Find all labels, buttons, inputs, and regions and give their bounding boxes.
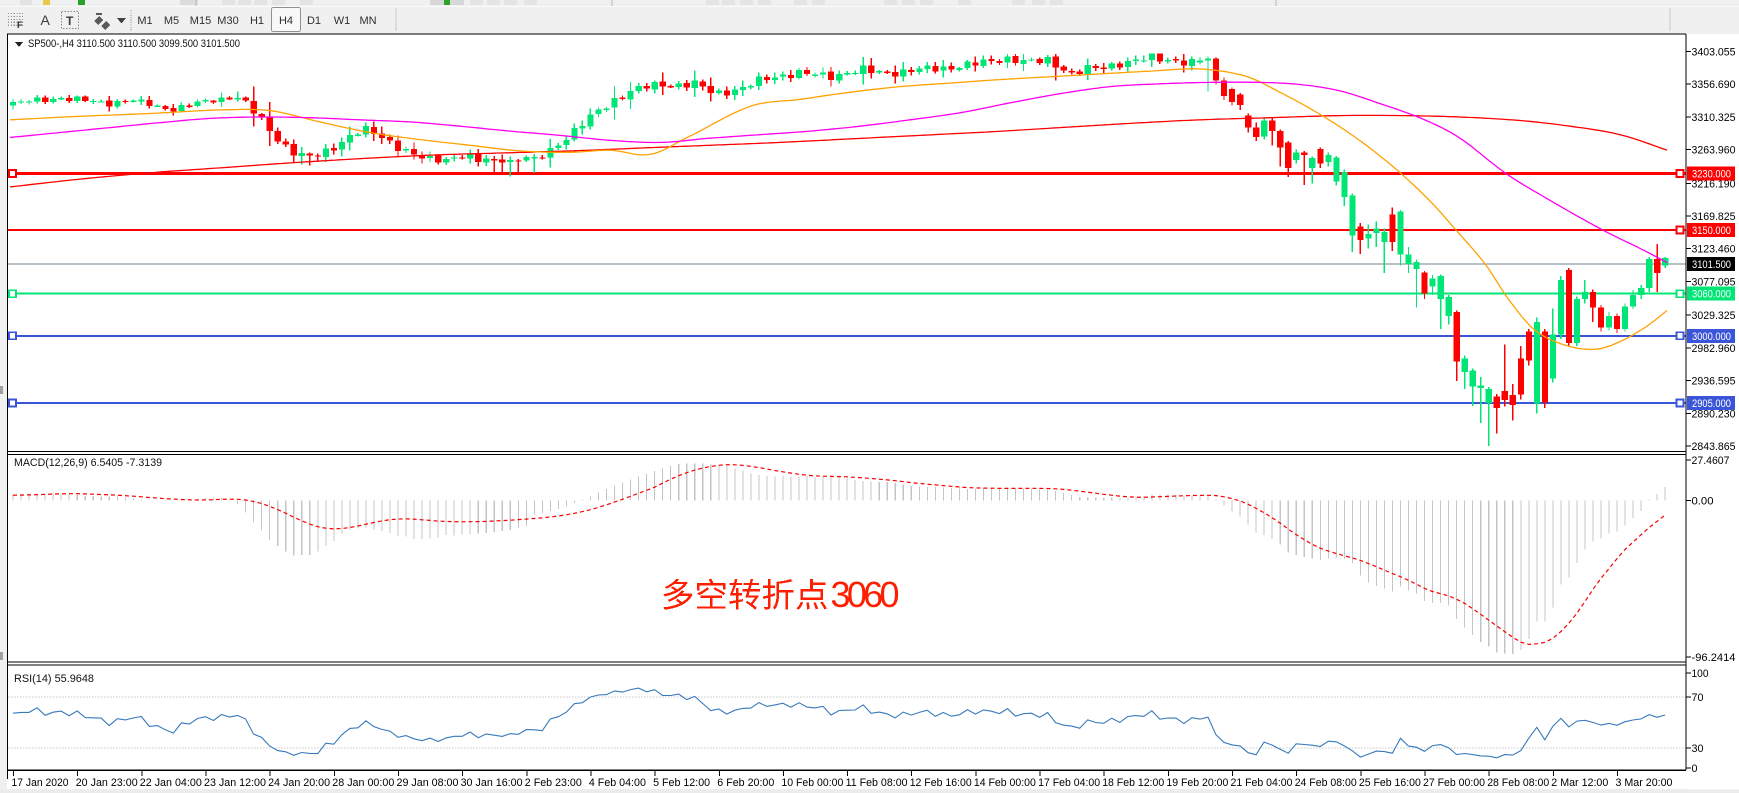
svg-text:20 Jan 23:00: 20 Jan 23:00 xyxy=(76,777,138,789)
svg-text:2843.865: 2843.865 xyxy=(1692,441,1736,453)
svg-text:0.00: 0.00 xyxy=(1692,495,1714,507)
svg-text:3169.825: 3169.825 xyxy=(1692,211,1736,223)
svg-text:MACD(12,26,9) 6.5405 -7.3139: MACD(12,26,9) 6.5405 -7.3139 xyxy=(14,457,162,469)
svg-text:6 Feb 20:00: 6 Feb 20:00 xyxy=(717,777,774,789)
svg-text:3029.325: 3029.325 xyxy=(1692,310,1736,322)
svg-text:2905.000: 2905.000 xyxy=(1692,398,1731,410)
svg-text:M5: M5 xyxy=(164,15,179,27)
svg-text:F: F xyxy=(17,20,23,30)
svg-text:3060: 3060 xyxy=(831,574,900,615)
svg-text:3000.000: 3000.000 xyxy=(1692,331,1731,343)
svg-text:W1: W1 xyxy=(334,15,351,27)
svg-text:3077.095: 3077.095 xyxy=(1692,277,1736,289)
svg-text:RSI(14) 55.9648: RSI(14) 55.9648 xyxy=(14,673,94,685)
svg-text:2890.230: 2890.230 xyxy=(1692,408,1736,420)
svg-text:3216.190: 3216.190 xyxy=(1692,178,1736,190)
svg-text:10 Feb 00:00: 10 Feb 00:00 xyxy=(781,777,843,789)
svg-text:30: 30 xyxy=(1692,743,1704,755)
svg-text:SP500-,H4 3110.500 3110.500 3: SP500-,H4 3110.500 3110.500 3099.500 310… xyxy=(28,38,240,50)
svg-text:H4: H4 xyxy=(279,15,293,27)
svg-text:19 Feb 20:00: 19 Feb 20:00 xyxy=(1166,777,1228,789)
svg-text:M1: M1 xyxy=(137,15,152,27)
svg-text:14 Feb 00:00: 14 Feb 00:00 xyxy=(974,777,1036,789)
svg-text:2982.960: 2982.960 xyxy=(1692,343,1736,355)
svg-text:3263.960: 3263.960 xyxy=(1692,145,1736,157)
svg-text:27.4607: 27.4607 xyxy=(1692,455,1730,467)
svg-text:0: 0 xyxy=(1692,763,1698,775)
svg-text:28 Jan 00:00: 28 Jan 00:00 xyxy=(332,777,394,789)
svg-text:-96.2414: -96.2414 xyxy=(1692,652,1736,664)
svg-text:3101.500: 3101.500 xyxy=(1692,259,1731,271)
svg-text:27 Feb 00:00: 27 Feb 00:00 xyxy=(1423,777,1485,789)
svg-text:3230.000: 3230.000 xyxy=(1692,169,1731,181)
svg-text:12 Feb 16:00: 12 Feb 16:00 xyxy=(910,777,972,789)
svg-text:3310.325: 3310.325 xyxy=(1692,112,1736,124)
svg-text:2 Mar 12:00: 2 Mar 12:00 xyxy=(1551,777,1608,789)
svg-text:5 Feb 12:00: 5 Feb 12:00 xyxy=(653,777,710,789)
svg-text:21 Feb 04:00: 21 Feb 04:00 xyxy=(1231,777,1293,789)
svg-text:30 Jan 16:00: 30 Jan 16:00 xyxy=(461,777,523,789)
svg-text:22 Jan 04:00: 22 Jan 04:00 xyxy=(140,777,202,789)
svg-text:3123.460: 3123.460 xyxy=(1692,244,1736,256)
svg-text:3 Mar 20:00: 3 Mar 20:00 xyxy=(1616,777,1673,789)
svg-text:28 Feb 08:00: 28 Feb 08:00 xyxy=(1487,777,1549,789)
svg-text:2 Feb 23:00: 2 Feb 23:00 xyxy=(525,777,582,789)
svg-text:29 Jan 08:00: 29 Jan 08:00 xyxy=(397,777,459,789)
svg-text:H1: H1 xyxy=(250,15,264,27)
svg-text:18 Feb 12:00: 18 Feb 12:00 xyxy=(1102,777,1164,789)
svg-text:11 Feb 08:00: 11 Feb 08:00 xyxy=(846,777,908,789)
svg-text:100: 100 xyxy=(1692,668,1709,680)
svg-text:3356.690: 3356.690 xyxy=(1692,79,1736,91)
svg-text:MN: MN xyxy=(359,15,376,27)
svg-text:D1: D1 xyxy=(307,15,321,27)
svg-text:T: T xyxy=(66,14,74,28)
svg-text:3403.055: 3403.055 xyxy=(1692,46,1736,58)
svg-text:17 Feb 04:00: 17 Feb 04:00 xyxy=(1038,777,1100,789)
svg-text:A: A xyxy=(41,12,51,28)
svg-text:17 Jan 2020: 17 Jan 2020 xyxy=(12,777,69,789)
svg-text:M15: M15 xyxy=(190,15,211,27)
svg-text:24 Jan 20:00: 24 Jan 20:00 xyxy=(268,777,330,789)
svg-text:3150.000: 3150.000 xyxy=(1692,225,1731,237)
svg-text:3060.000: 3060.000 xyxy=(1692,289,1731,301)
svg-text:2936.595: 2936.595 xyxy=(1692,376,1736,388)
svg-text:M30: M30 xyxy=(217,15,238,27)
svg-text:23 Jan 12:00: 23 Jan 12:00 xyxy=(204,777,266,789)
svg-text:24 Feb 08:00: 24 Feb 08:00 xyxy=(1295,777,1357,789)
svg-text:4 Feb 04:00: 4 Feb 04:00 xyxy=(589,777,646,789)
svg-text:25 Feb 16:00: 25 Feb 16:00 xyxy=(1359,777,1421,789)
svg-text:70: 70 xyxy=(1692,692,1704,704)
